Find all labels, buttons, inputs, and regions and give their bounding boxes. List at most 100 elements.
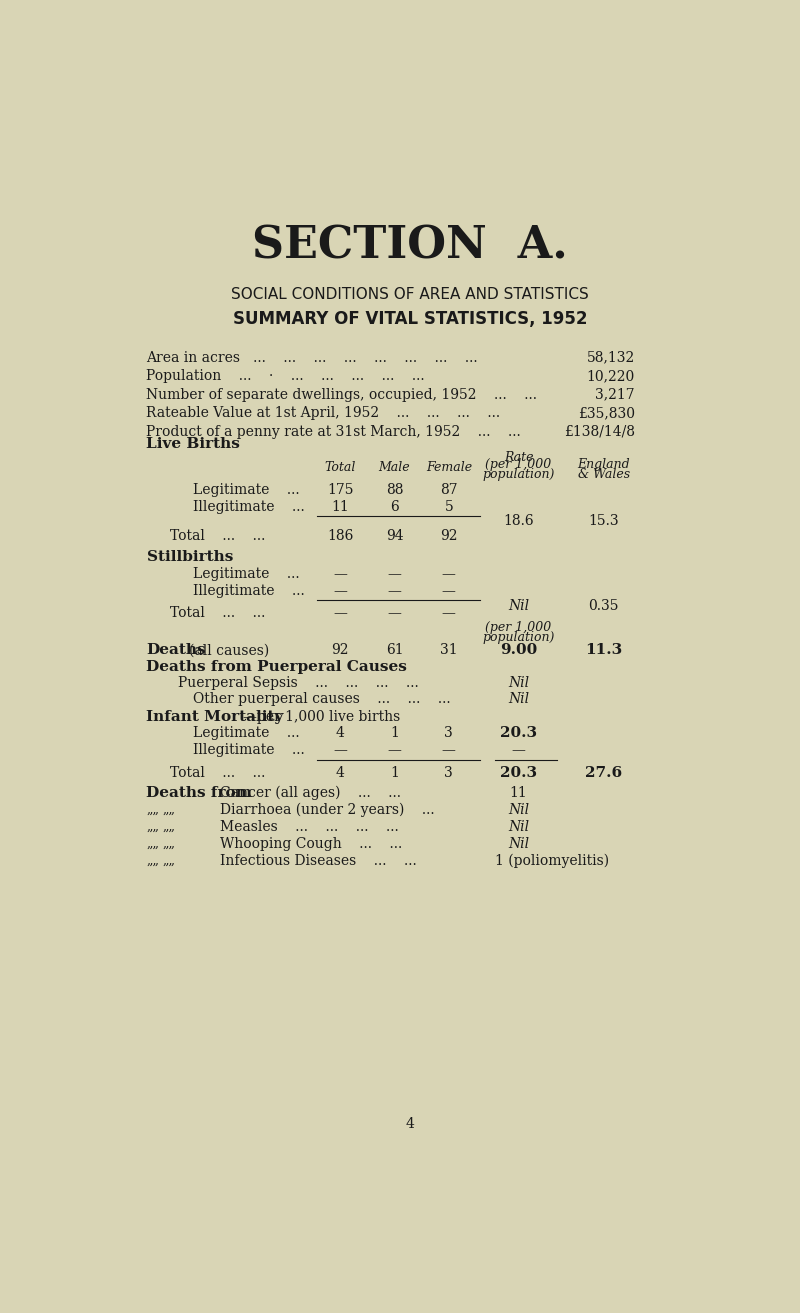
Text: Live Births: Live Births — [146, 437, 240, 450]
Text: —: — — [442, 567, 456, 582]
Text: 31: 31 — [440, 643, 458, 658]
Text: 10,220: 10,220 — [586, 369, 634, 383]
Text: 92: 92 — [440, 529, 458, 542]
Text: Total: Total — [325, 461, 356, 474]
Text: 88: 88 — [386, 483, 403, 498]
Text: —: — — [334, 584, 347, 597]
Text: 3,217: 3,217 — [595, 387, 634, 402]
Text: £138/14/8: £138/14/8 — [564, 424, 634, 439]
Text: Population    ...    ·    ...    ...    ...    ...    ...: Population ... · ... ... ... ... ... — [146, 369, 425, 383]
Text: 15.3: 15.3 — [589, 513, 619, 528]
Text: 6: 6 — [390, 500, 399, 515]
Text: Area in acres   ...    ...    ...    ...    ...    ...    ...    ...: Area in acres ... ... ... ... ... ... ..… — [146, 351, 478, 365]
Text: Male: Male — [378, 461, 410, 474]
Text: Diarrhoea (under 2 years)    ...: Diarrhoea (under 2 years) ... — [220, 802, 434, 817]
Text: Deaths from Puerperal Causes: Deaths from Puerperal Causes — [146, 660, 407, 675]
Text: & Wales: & Wales — [578, 467, 630, 481]
Text: Number of separate dwellings, occupied, 1952    ...    ...: Number of separate dwellings, occupied, … — [146, 387, 538, 402]
Text: SOCIAL CONDITIONS OF AREA AND STATISTICS: SOCIAL CONDITIONS OF AREA AND STATISTICS — [231, 288, 589, 302]
Text: Whooping Cough    ...    ...: Whooping Cough ... ... — [220, 836, 402, 851]
Text: Illegitimate    ...: Illegitimate ... — [193, 743, 305, 756]
Text: 11.3: 11.3 — [585, 643, 622, 658]
Text: Infant Mortality: Infant Mortality — [146, 709, 284, 723]
Text: —: — — [442, 607, 456, 621]
Text: „„: „„ — [146, 804, 159, 817]
Text: Total    ...    ...: Total ... ... — [170, 529, 265, 542]
Text: 87: 87 — [440, 483, 458, 498]
Text: Deaths: Deaths — [146, 643, 206, 658]
Text: 11: 11 — [510, 785, 527, 800]
Text: 186: 186 — [327, 529, 354, 542]
Text: „„: „„ — [162, 821, 175, 834]
Text: „„: „„ — [146, 853, 159, 867]
Text: Illegitimate    ...: Illegitimate ... — [193, 500, 305, 515]
Text: 92: 92 — [331, 643, 349, 658]
Text: Female: Female — [426, 461, 472, 474]
Text: Infectious Diseases    ...    ...: Infectious Diseases ... ... — [220, 853, 417, 868]
Text: —: — — [442, 584, 456, 597]
Text: „„: „„ — [146, 821, 159, 834]
Text: Product of a penny rate at 31st March, 1952    ...    ...: Product of a penny rate at 31st March, 1… — [146, 424, 522, 439]
Text: 1: 1 — [390, 765, 399, 780]
Text: Total    ...    ...: Total ... ... — [170, 607, 265, 621]
Text: Cancer (all ages)    ...    ...: Cancer (all ages) ... ... — [220, 785, 401, 800]
Text: 3: 3 — [444, 726, 453, 739]
Text: 1 (poliomyelitis): 1 (poliomyelitis) — [495, 853, 610, 868]
Text: Other puerperal causes    ...    ...    ...: Other puerperal causes ... ... ... — [193, 692, 450, 706]
Text: 3: 3 — [444, 765, 453, 780]
Text: SUMMARY OF VITAL STATISTICS, 1952: SUMMARY OF VITAL STATISTICS, 1952 — [233, 310, 587, 328]
Text: 27.6: 27.6 — [585, 765, 622, 780]
Text: —: — — [387, 743, 402, 756]
Text: Puerperal Sepsis    ...    ...    ...    ...: Puerperal Sepsis ... ... ... ... — [178, 676, 418, 691]
Text: Total    ...    ...: Total ... ... — [170, 765, 265, 780]
Text: Rate: Rate — [504, 452, 534, 465]
Text: 4: 4 — [406, 1117, 414, 1130]
Text: Rateable Value at 1st April, 1952    ...    ...    ...    ...: Rateable Value at 1st April, 1952 ... ..… — [146, 406, 501, 420]
Text: Nil: Nil — [508, 819, 529, 834]
Text: population): population) — [482, 630, 554, 643]
Text: —per 1,000 live births: —per 1,000 live births — [243, 709, 401, 723]
Text: —: — — [511, 743, 526, 756]
Text: —: — — [334, 743, 347, 756]
Text: 94: 94 — [386, 529, 403, 542]
Text: 0.35: 0.35 — [589, 599, 619, 613]
Text: Illegitimate    ...: Illegitimate ... — [193, 584, 305, 597]
Text: 4: 4 — [336, 726, 345, 739]
Text: 18.6: 18.6 — [503, 513, 534, 528]
Text: „„: „„ — [162, 853, 175, 867]
Text: England: England — [578, 458, 630, 471]
Text: £35,830: £35,830 — [578, 406, 634, 420]
Text: Legitimate    ...: Legitimate ... — [193, 483, 300, 498]
Text: 58,132: 58,132 — [586, 351, 634, 365]
Text: —: — — [387, 567, 402, 582]
Text: 175: 175 — [327, 483, 354, 498]
Text: 11: 11 — [331, 500, 349, 515]
Text: 9.00: 9.00 — [500, 643, 537, 658]
Text: 20.3: 20.3 — [500, 765, 537, 780]
Text: Measles    ...    ...    ...    ...: Measles ... ... ... ... — [220, 819, 399, 834]
Text: (per 1,000: (per 1,000 — [486, 458, 552, 471]
Text: —: — — [387, 607, 402, 621]
Text: 4: 4 — [336, 765, 345, 780]
Text: Legitimate    ...: Legitimate ... — [193, 567, 300, 582]
Text: —: — — [334, 607, 347, 621]
Text: Nil: Nil — [508, 599, 529, 613]
Text: Deaths from: Deaths from — [146, 785, 252, 800]
Text: (per 1,000: (per 1,000 — [486, 621, 552, 634]
Text: —: — — [387, 584, 402, 597]
Text: (all causes): (all causes) — [189, 643, 270, 658]
Text: Nil: Nil — [508, 692, 529, 706]
Text: 61: 61 — [386, 643, 403, 658]
Text: 5: 5 — [444, 500, 453, 515]
Text: Stillbirths: Stillbirths — [146, 550, 233, 565]
Text: „„: „„ — [162, 804, 175, 817]
Text: 20.3: 20.3 — [500, 726, 537, 739]
Text: SECTION  A.: SECTION A. — [252, 225, 568, 268]
Text: 1: 1 — [390, 726, 399, 739]
Text: Nil: Nil — [508, 836, 529, 851]
Text: —: — — [442, 743, 456, 756]
Text: Nil: Nil — [508, 676, 529, 691]
Text: Nil: Nil — [508, 802, 529, 817]
Text: —: — — [334, 567, 347, 582]
Text: „„: „„ — [162, 838, 175, 850]
